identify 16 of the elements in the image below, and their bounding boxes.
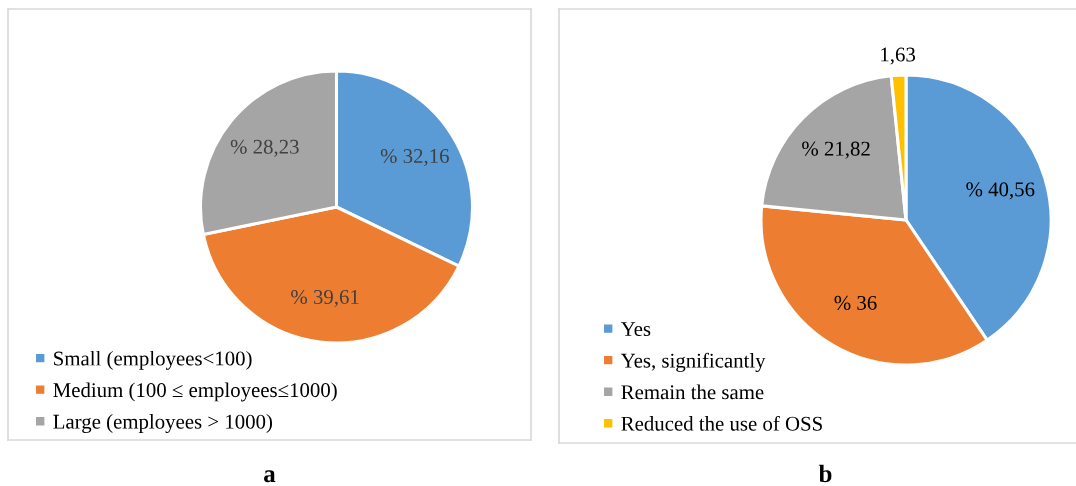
legend-label: Reduced the use of OSS — [621, 415, 822, 431]
text: b — [818, 464, 832, 483]
legend-label: Large (employees > 1000) — [53, 414, 273, 433]
legend-label: Yes, significantly — [620, 352, 766, 372]
data-label: % 28,23 — [230, 139, 299, 157]
legend-label: Medium (100 ≤ employees≤1000) — [53, 382, 337, 402]
data-label: 1,63 — [881, 47, 916, 65]
data-label: % 36 — [834, 295, 877, 310]
data-label: % 32,16 — [380, 149, 449, 167]
data-label: % 40,56 — [966, 182, 1035, 200]
data-label: % 39,61 — [291, 289, 359, 307]
legend-label: Small (employees<100) — [54, 350, 252, 370]
legend-label: Yes — [620, 322, 651, 337]
legend-label: Remain the same — [621, 384, 764, 400]
text: a — [264, 470, 276, 483]
data-label: % 21,82 — [802, 141, 870, 159]
